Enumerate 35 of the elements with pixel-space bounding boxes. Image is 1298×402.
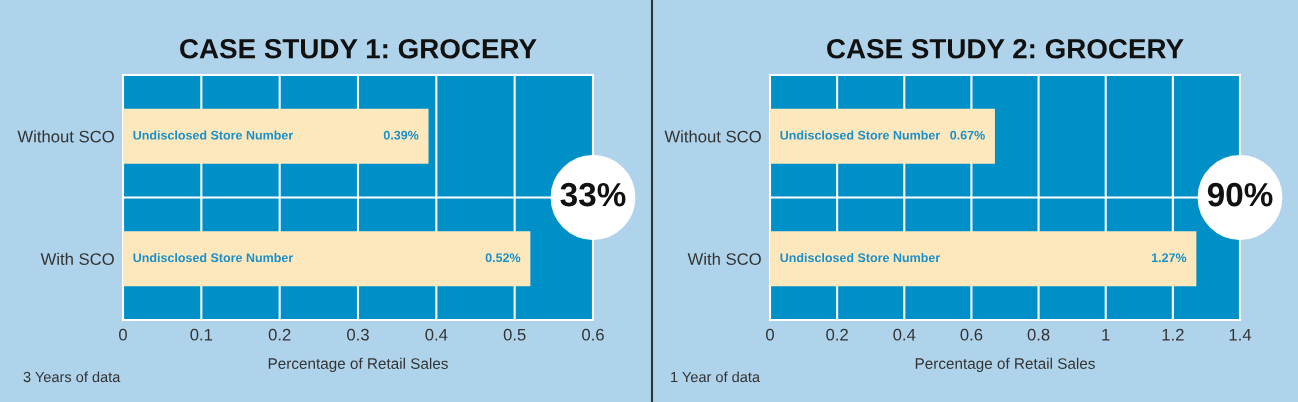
x-tick-label: 1.4 — [1229, 328, 1252, 341]
x-tick-label: 1.2 — [1162, 328, 1184, 341]
text: 3 Years of data — [23, 371, 121, 383]
annotation: Undisclosed Store Number — [133, 252, 293, 263]
x-tick-label: 1 — [1102, 328, 1110, 341]
y-tick-label: Without SCO — [664, 130, 761, 143]
y-tick-label: With SCO — [40, 252, 114, 265]
x-axis-title: Percentage of Retail Sales — [268, 357, 448, 372]
data-label: 0.67% — [950, 130, 985, 140]
y-tick-label: Without SCO — [17, 130, 114, 143]
annotation: Undisclosed Store Number — [780, 130, 940, 140]
x-tick-label: 0 — [119, 328, 127, 341]
x-tick-label: 0 — [766, 328, 774, 341]
data-label: 0.52% — [485, 253, 521, 263]
x-axis-title: Percentage of Retail Sales — [915, 357, 1095, 372]
annotation: Undisclosed Store Number — [133, 130, 293, 140]
x-tick-label: 0.5 — [503, 328, 526, 341]
chart-title: CASE STUDY 2: GROCERY — [827, 38, 1184, 59]
x-tick-label: 0.1 — [190, 328, 213, 341]
text: 1 Year of data — [671, 371, 761, 383]
x-tick-label: 0.3 — [347, 328, 369, 341]
x-tick-label: 0.4 — [425, 328, 448, 341]
annotation: 33% — [560, 182, 626, 207]
annotation: Undisclosed Store Number — [780, 252, 940, 263]
x-tick-label: 0.4 — [893, 328, 916, 341]
y-tick-label: With SCO — [687, 252, 761, 265]
x-tick-label: 0.6 — [582, 328, 604, 341]
data-label: 0.39% — [383, 130, 419, 140]
x-tick-label: 0.2 — [826, 328, 848, 341]
x-tick-label: 0.8 — [1027, 328, 1050, 341]
annotation: 90% — [1207, 182, 1273, 207]
x-tick-label: 0.6 — [960, 328, 983, 341]
x-tick-label: 0.2 — [268, 328, 291, 341]
data-label: 1.27% — [1151, 253, 1187, 263]
chart-title: CASE STUDY 1: GROCERY — [180, 38, 537, 59]
